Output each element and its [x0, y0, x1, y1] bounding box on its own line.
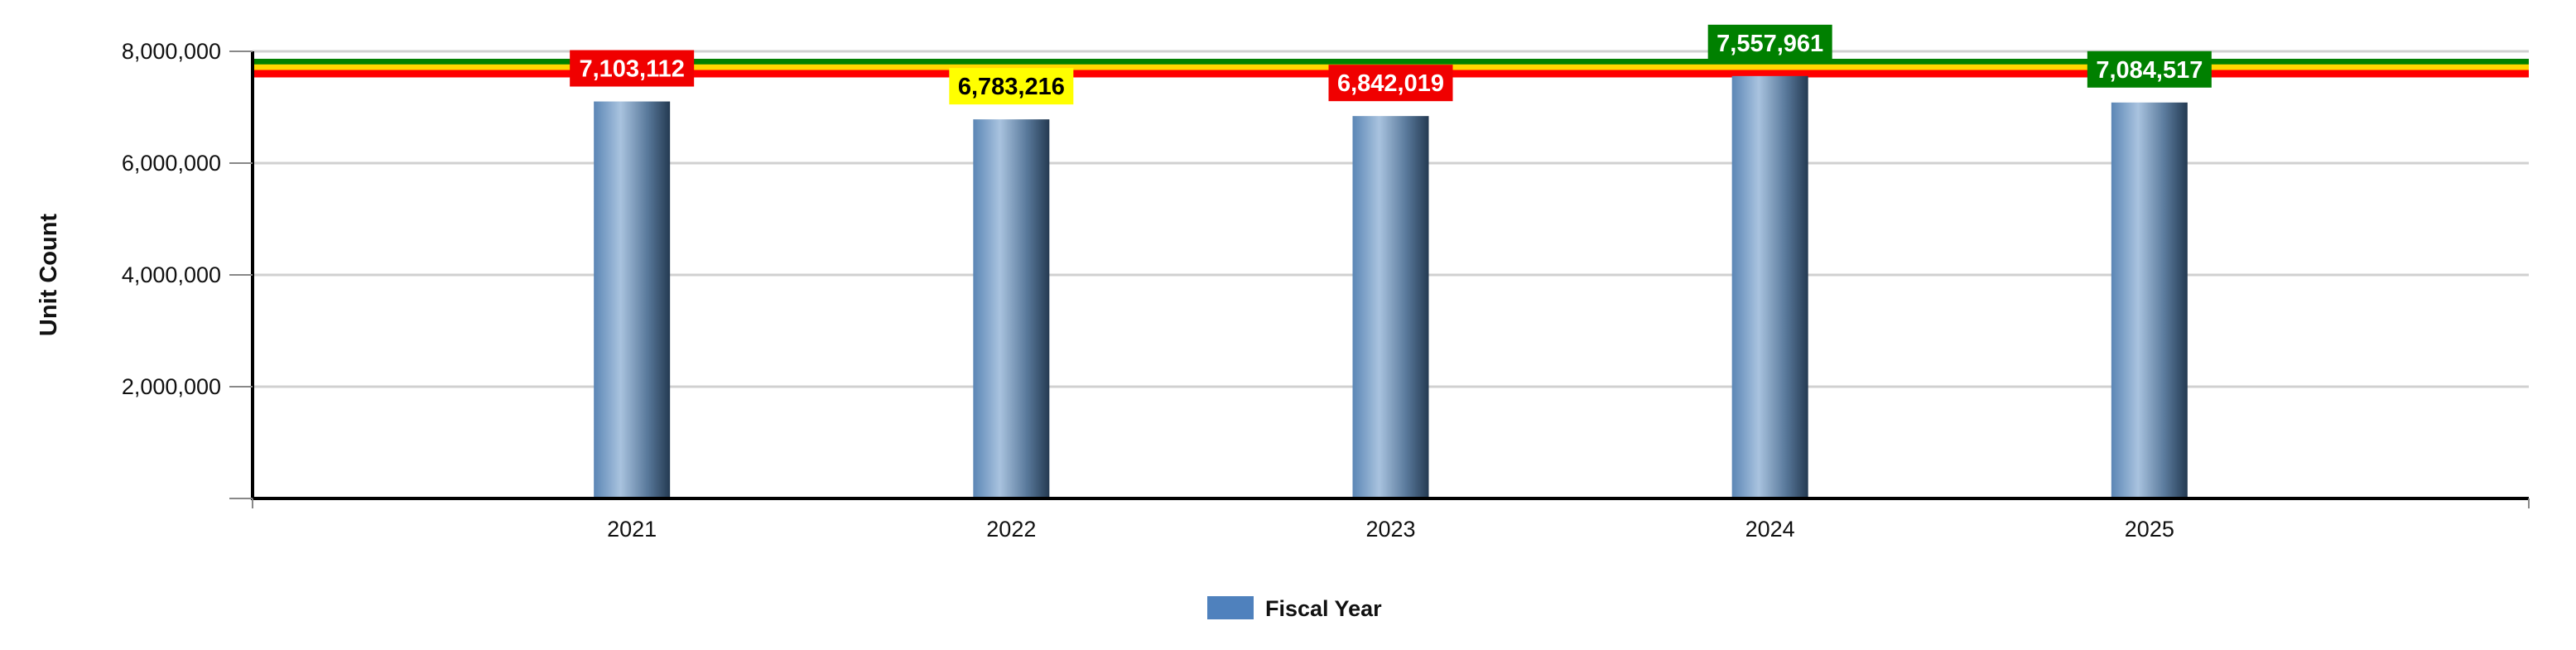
data-labels: 7,103,112 6,783,216 6,842,019 7,557,961 7,08…	[570, 24, 2212, 105]
data-label-text: 7,103,112	[579, 56, 684, 83]
data-label: 7,557,961	[1707, 24, 1832, 61]
y-tick-label: 2,000,000	[122, 374, 221, 399]
y-tick-label: 4,000,000	[122, 262, 221, 287]
data-label: 6,783,216	[949, 68, 1074, 105]
x-tick-label: 2023	[1365, 517, 1415, 542]
y-tick-labels: 2,000,000 4,000,000 6,000,000 8,000,000	[122, 39, 253, 499]
bar	[1731, 75, 1808, 498]
y-tick-label: 6,000,000	[122, 151, 221, 176]
data-label-box	[2087, 51, 2212, 88]
legend-swatch	[1207, 596, 1254, 619]
bars	[594, 75, 2188, 499]
x-tick-label: 2025	[2125, 517, 2174, 542]
bar	[2111, 102, 2188, 498]
legend: Fiscal Year	[1207, 596, 1382, 621]
bar	[594, 101, 671, 498]
data-label: 6,842,019	[1328, 65, 1453, 102]
x-tick-label: 2024	[1745, 517, 1795, 542]
data-label-box	[1707, 24, 1832, 61]
data-label-text: 7,557,961	[1717, 31, 1823, 57]
x-tick-label: 2022	[986, 517, 1036, 542]
data-label-text: 7,084,517	[2096, 57, 2203, 84]
legend-label: Fiscal Year	[1265, 596, 1382, 621]
data-label: 7,103,112	[570, 50, 695, 87]
y-tick-label: 8,000,000	[122, 39, 221, 64]
data-label-text: 6,842,019	[1337, 70, 1444, 97]
data-label-box	[949, 68, 1074, 105]
bar	[1352, 116, 1429, 499]
data-label-box	[570, 50, 695, 87]
y-axis-title: Unit Count	[36, 214, 62, 337]
x-tick-label: 2021	[607, 517, 657, 542]
data-label-box	[1328, 65, 1453, 102]
data-label: 7,084,517	[2087, 51, 2212, 88]
bar	[973, 119, 1050, 498]
x-tick-labels: 2021 2022 2023 2024 2025	[252, 498, 2530, 542]
data-label-text: 6,783,216	[958, 74, 1065, 100]
